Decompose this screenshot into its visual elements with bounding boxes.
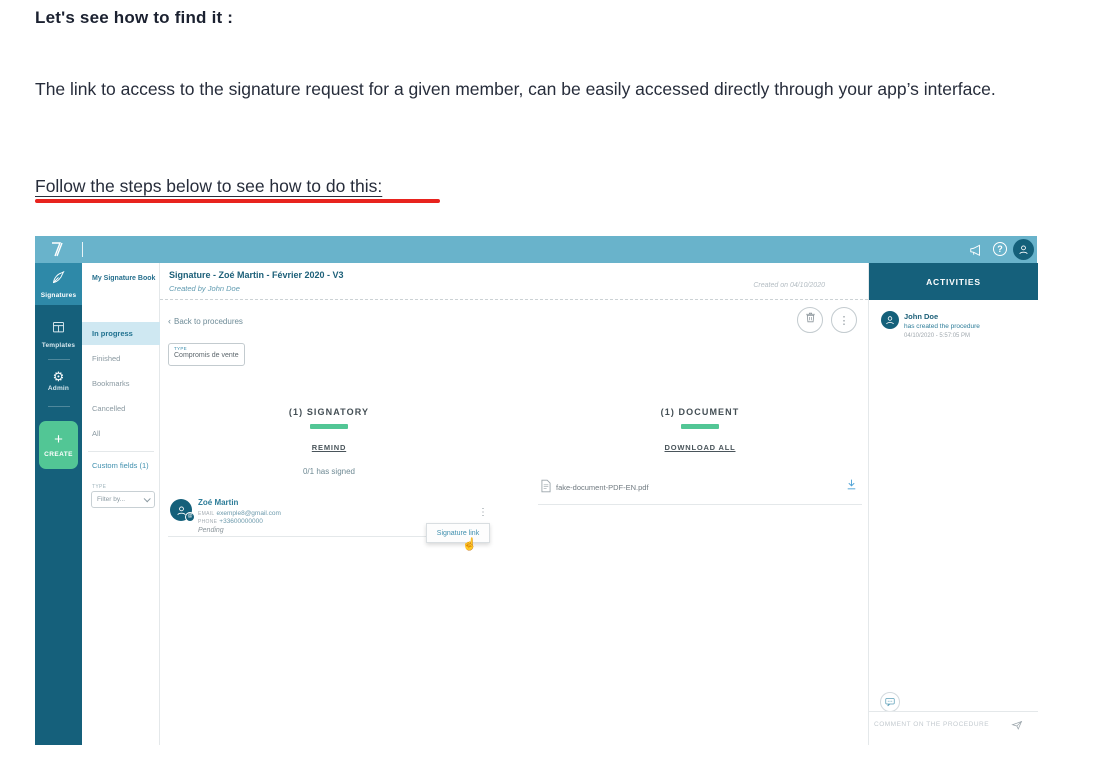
kebab-menu-icon: ⋮ — [838, 314, 850, 327]
primary-sidebar: Signatures Templates ⚙ Admin + CREATE — [35, 263, 82, 745]
activity-timestamp: 04/10/2020 - 5:57:05 PM — [904, 333, 971, 339]
subnav-title: My Signature Book — [92, 275, 156, 282]
chip-type-value: Compromis de vente — [174, 352, 239, 359]
back-to-procedures-link[interactable]: ‹ Back to procedures — [168, 316, 243, 326]
signatory-status: Pending — [198, 527, 224, 534]
phone-value: +33600000000 — [219, 518, 263, 525]
procedure-title: Signature - Zoé Martin - Février 2020 - … — [169, 270, 344, 280]
red-underline-annotation — [35, 199, 440, 203]
secondary-sidebar: My Signature Book In progress Finished B… — [82, 263, 160, 745]
signatory-more-options-icon[interactable]: ⋮ — [478, 507, 488, 518]
filter-type-label: TYPE — [92, 484, 107, 490]
email-value: exemple8@gmail.com — [216, 510, 281, 517]
signatory-accent-bar — [310, 424, 348, 429]
comment-divider — [869, 711, 1038, 712]
procedure-created-on: Created on 04/10/2020 — [753, 282, 825, 289]
comment-input-placeholder[interactable]: COMMENT ON THE PROCEDURE — [874, 721, 990, 728]
subnav-item-bookmarks[interactable]: Bookmarks — [92, 379, 130, 388]
yousign-logo-icon[interactable] — [49, 240, 67, 259]
phone-label: PHONE — [198, 519, 218, 525]
remind-link[interactable]: REMIND — [311, 443, 347, 452]
sidebar-item-signatures[interactable]: Signatures — [35, 263, 82, 305]
app-topbar: ? — [35, 236, 1037, 263]
send-comment-icon[interactable] — [1011, 718, 1023, 736]
templates-icon — [51, 320, 66, 340]
signatory-email-row: EMAIL exemple8@gmail.com — [198, 510, 281, 517]
article-cta-text: Follow the steps below to see how to do … — [35, 176, 383, 196]
filter-by-select[interactable]: Filter by... — [91, 491, 155, 508]
back-link-label: Back to procedures — [174, 317, 243, 326]
gear-icon: ⚙ — [52, 369, 65, 384]
download-icon[interactable] — [845, 478, 858, 496]
chevron-left-icon: ‹ — [168, 316, 171, 326]
article-paragraph: The link to access to the signature requ… — [35, 79, 996, 99]
sidebar-item-label: Templates — [41, 341, 76, 349]
custom-fields-link[interactable]: Custom fields (1) — [92, 461, 149, 470]
signature-pen-icon — [51, 270, 66, 290]
subnav-item-in-progress[interactable]: In progress — [82, 322, 160, 345]
download-all-link[interactable]: DOWNLOAD ALL — [664, 443, 736, 452]
document-divider — [538, 504, 862, 505]
announcements-icon[interactable] — [968, 242, 983, 257]
signatory-divider — [168, 536, 490, 537]
user-avatar-icon[interactable] — [1013, 239, 1034, 260]
activity-user-avatar-icon — [881, 311, 899, 329]
sidebar-item-label: Admin — [47, 385, 70, 392]
app-screenshot: ? Signatures Templates ⚙ Admin + CREATE — [35, 236, 1038, 745]
sidebar-item-templates[interactable]: Templates — [35, 313, 82, 355]
article-cta: Follow the steps below to see how to do … — [35, 176, 382, 197]
sidebar-divider — [47, 406, 70, 407]
procedure-type-chip: TYPE Compromis de vente — [168, 343, 245, 366]
signatory-name: Zoé Martin — [198, 498, 239, 507]
topbar-divider — [82, 242, 83, 257]
subnav-item-cancelled[interactable]: Cancelled — [92, 404, 126, 413]
activity-description: has created the procedure — [904, 323, 980, 330]
document-heading: (1) DOCUMENT — [660, 407, 740, 417]
help-icon[interactable]: ? — [993, 242, 1007, 256]
procedure-header: Signature - Zoé Martin - Février 2020 - … — [160, 263, 868, 300]
subnav-item-finished[interactable]: Finished — [92, 354, 121, 363]
subnav-item-all[interactable]: All — [92, 429, 101, 438]
plus-icon: + — [54, 431, 63, 448]
procedure-more-options-button[interactable]: ⋮ — [831, 307, 857, 333]
document-file-name[interactable]: fake-document-PDF-EN.pdf — [556, 483, 649, 492]
trash-icon — [804, 311, 817, 329]
create-button[interactable]: + CREATE — [39, 421, 78, 469]
signatory-badge-icon: @ — [185, 512, 195, 522]
signatory-phone-row: PHONE +33600000000 — [198, 518, 263, 525]
activity-user-name: John Doe — [904, 312, 939, 321]
hand-cursor-icon: ☝ — [462, 537, 477, 551]
delete-procedure-button[interactable] — [797, 307, 823, 333]
activities-header: ACTIVITIES — [869, 263, 1038, 300]
email-label: EMAIL — [198, 511, 215, 517]
chip-type-label: TYPE — [174, 346, 187, 351]
chevron-down-icon — [143, 495, 151, 503]
file-icon — [540, 479, 552, 498]
article-heading: Let's see how to find it : — [35, 8, 234, 27]
create-button-label: CREATE — [44, 451, 73, 458]
signatory-heading: (1) SIGNATORY — [288, 407, 370, 417]
sidebar-divider — [47, 359, 70, 360]
document-accent-bar — [681, 424, 719, 429]
signed-progress: 0/1 has signed — [302, 467, 356, 476]
signature-link-menu-item[interactable]: Signature link — [426, 523, 490, 543]
sidebar-item-admin[interactable]: ⚙ Admin — [35, 360, 82, 402]
comment-bubble-icon[interactable] — [880, 692, 900, 712]
procedure-subtitle: Created by John Doe — [169, 284, 240, 293]
sidebar-item-label: Signatures — [40, 291, 77, 299]
activities-panel: ACTIVITIES John Doe has created the proc… — [868, 263, 1038, 745]
filter-by-value: Filter by... — [97, 496, 126, 503]
subnav-divider — [88, 451, 154, 452]
